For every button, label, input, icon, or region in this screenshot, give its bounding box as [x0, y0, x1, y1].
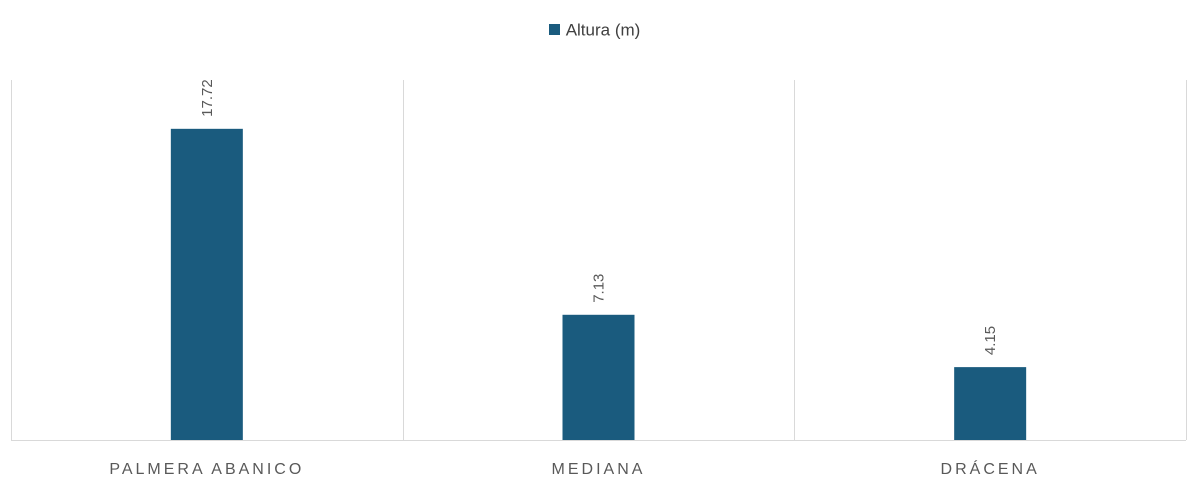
bar-3: [954, 367, 1026, 440]
category-label-1: PALMERA ABANICO: [109, 461, 304, 478]
category-label-2: MEDIANA: [552, 461, 646, 478]
bar-1: [171, 129, 243, 440]
bar-2: [563, 315, 635, 440]
category-label-3: DRÁCENA: [941, 459, 1040, 478]
data-label-2: 7.13: [591, 274, 608, 303]
data-label-3: 4.15: [982, 326, 999, 355]
data-label-1: 17.72: [199, 79, 216, 117]
